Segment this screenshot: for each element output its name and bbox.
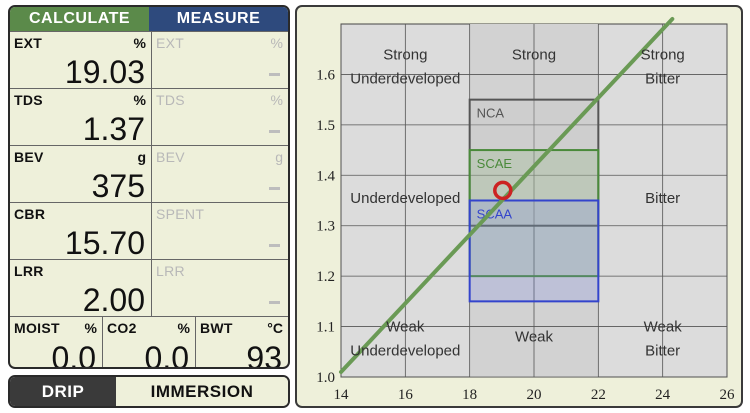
brew-calculator-panel: CALCULATE MEASURE EXT% 19.03 EXT% TDS% 1.37 T… [8,5,290,369]
zone-label: Bitter [645,70,680,87]
field-unit: % [270,92,283,108]
zone-label: Weak [644,319,683,336]
field-unit: % [133,35,146,51]
zone-label: Bitter [645,343,680,360]
x-tick-label: 20 [527,387,542,403]
field-value: 0.0 [51,340,96,369]
calc-lrr-field[interactable]: LRR 2.00 [10,260,152,318]
field-label: SPENT [156,206,205,222]
y-tick-label: 1.1 [316,320,335,336]
measure-ext-field[interactable]: EXT% [152,32,288,88]
field-label: EXT [14,35,43,51]
measure-bev-field[interactable]: BEV g [152,146,288,202]
mode-tabs: CALCULATE MEASURE [10,7,288,31]
zone-label: Underdeveloped [350,343,460,360]
x-tick-label: 22 [591,387,606,403]
field-value: 15.70 [64,225,145,261]
y-tick-label: 1.2 [316,269,335,285]
field-value: 2.00 [82,282,145,318]
field-label: LRR [156,263,185,279]
moist-field[interactable]: MOIST% 0.0 [10,317,103,369]
field-label: MOIST [14,320,60,336]
row-cbr: CBR 15.70 SPENT [10,202,288,261]
field-unit: % [270,35,283,51]
zone-label: Weak [515,329,554,346]
zone-label: Weak [386,319,425,336]
x-tick-label: 18 [462,387,477,403]
zone-label: Bitter [645,190,680,207]
field-label: LRR [14,263,44,279]
calc-ext-field[interactable]: EXT% 19.03 [10,32,152,90]
y-tick-label: 1.0 [316,370,335,386]
zone-label: Strong [512,46,556,63]
box-label-scae: SCAE [477,156,513,171]
zone-label: Strong [641,46,685,63]
field-unit: % [177,320,190,336]
y-tick-label: 1.6 [316,67,335,83]
field-label: CBR [14,206,46,222]
zone-label: Underdeveloped [350,190,460,207]
tab-calculate[interactable]: CALCULATE [10,7,149,31]
row-lrr: LRR 2.00 LRR [10,259,288,318]
field-label: TDS [156,92,185,108]
empty-value-dash [269,130,280,133]
immersion-button[interactable]: IMMERSION [116,377,288,406]
brew-method-toggle: DRIP IMMERSION [8,375,290,408]
field-label: EXT [156,35,185,51]
measure-lrr-field[interactable]: LRR [152,260,288,316]
bottom-row: MOIST% 0.0 CO2% 0.0 BWT °C 93 [10,316,288,369]
box-label-nca: NCA [477,106,505,121]
brew-result-marker [493,180,513,201]
field-unit: g [275,149,283,165]
x-tick-label: 24 [655,387,671,403]
measure-spent-field[interactable]: SPENT [152,203,288,259]
field-label: CO2 [107,320,137,336]
row-bev: BEV g 375 BEV g [10,145,288,204]
y-tick-label: 1.5 [316,118,335,134]
x-tick-label: 26 [720,387,736,403]
drip-button[interactable]: DRIP [10,377,116,406]
field-value: 375 [91,168,145,204]
empty-value-dash [269,73,280,76]
bwt-field[interactable]: BWT °C 93 [196,317,288,369]
y-tick-label: 1.4 [316,168,335,184]
measure-tds-field[interactable]: TDS% [152,89,288,145]
calc-cbr-field[interactable]: CBR 15.70 [10,203,152,261]
empty-value-dash [269,244,280,247]
field-label: BEV [14,149,44,165]
field-unit: °C [267,320,283,336]
field-value: 1.37 [82,111,145,147]
field-unit: g [137,149,146,165]
field-label: BWT [200,320,233,336]
row-ext: EXT% 19.03 EXT% [10,31,288,90]
calc-bev-field[interactable]: BEV g 375 [10,146,152,204]
tab-measure[interactable]: MEASURE [149,7,288,31]
box-scaa [468,199,600,303]
field-label: TDS [14,92,43,108]
field-label: BEV [156,149,185,165]
field-unit: % [133,92,146,108]
empty-value-dash [269,301,280,304]
row-tds: TDS% 1.37 TDS% [10,88,288,147]
zone-label: Strong [383,46,427,63]
field-value: 19.03 [64,54,145,90]
x-tick-label: 14 [334,387,350,403]
field-value: 93 [246,340,282,369]
brew-control-chart: NCA SCAE SCAA Strong Underdeveloped Strong Str… [295,5,743,408]
calc-tds-field[interactable]: TDS% 1.37 [10,89,152,147]
empty-value-dash [269,187,280,190]
co2-field[interactable]: CO2% 0.0 [103,317,196,369]
value-rows: EXT% 19.03 EXT% TDS% 1.37 TDS% BEV g 375 BEV g CBR 1… [10,31,288,318]
zone-label: Underdeveloped [350,70,460,87]
y-tick-label: 1.3 [316,219,335,235]
field-unit: % [84,320,97,336]
field-value: 0.0 [144,340,189,369]
x-tick-label: 16 [398,387,414,403]
